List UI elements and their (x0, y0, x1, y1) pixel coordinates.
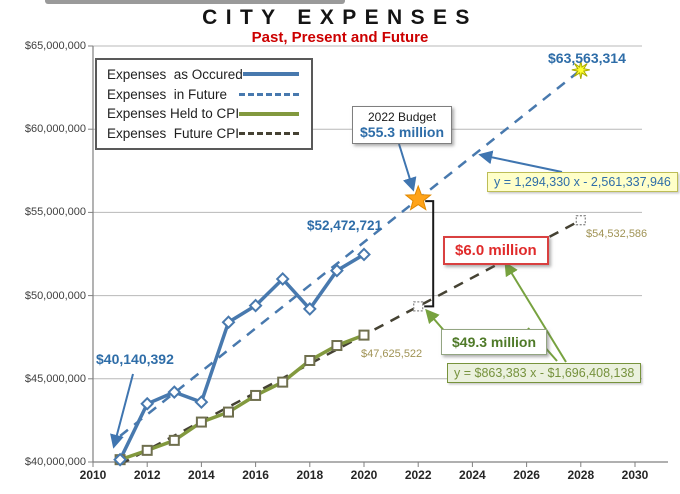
legend: Expenses as Occured Expenses in Future Exp… (95, 58, 313, 150)
y-axis-label: $60,000,000 (24, 123, 86, 136)
cpi-2020-label: $47,625,522 (361, 348, 423, 360)
legend-item-label: Expenses in Future (107, 86, 228, 102)
occured-2020-label: $52,472,721 (307, 218, 383, 233)
y-axis-label: $40,000,000 (24, 456, 86, 468)
x-axis-label: 2010 (79, 468, 107, 482)
chart-subtitle: Past, Present and Future (251, 29, 429, 46)
cpi-trend-equation: y = $863,383 x - $1,696,408,138 (447, 363, 642, 383)
y-axis-label: $45,000,000 (24, 372, 86, 385)
budget-callout-line2: $55.3 million (360, 124, 445, 140)
legend-line-sample (239, 132, 299, 136)
x-axis-label: 2022 (404, 468, 432, 482)
gap-callout-box: $6.0 million (443, 236, 549, 265)
x-axis-label: 2026 (513, 468, 540, 482)
legend-line-sample (242, 72, 299, 77)
legend-line-sample (239, 111, 299, 116)
start-value-label: $40,140,392 (96, 351, 174, 367)
legend-item-label: Expenses Held to CPI (107, 106, 240, 122)
legend-item: Expenses as Occured (107, 67, 303, 82)
chart-title: CITY EXPENSES (202, 6, 478, 29)
x-axis-label: 2012 (133, 468, 161, 482)
x-axis-label: 2028 (567, 468, 595, 482)
legend-item: Expenses in Future (107, 87, 303, 102)
window-edge-artifact (45, 0, 345, 4)
budget-callout-line1: 2022 Budget (367, 110, 437, 124)
y-axis-label: $55,000,000 (24, 206, 86, 219)
future-trend-equation: y = 1,294,330 x - 2,561,337,946 (487, 172, 678, 192)
cpi-2022-callout-box: $49.3 million (441, 329, 548, 355)
future-2028-label: $63,563,314 (548, 50, 626, 66)
x-axis-label: 2014 (188, 468, 215, 482)
y-axis-label: $50,000,000 (24, 289, 86, 302)
x-axis-label: 2020 (350, 468, 378, 482)
x-axis-label: 2024 (459, 468, 486, 482)
x-axis-label: 2030 (621, 468, 649, 482)
legend-item: Expenses Held to CPI (107, 106, 303, 121)
legend-item-label: Expenses Future CPI (107, 126, 240, 142)
legend-line-sample (239, 92, 299, 96)
x-axis-label: 2016 (242, 468, 269, 482)
legend-item-label: Expenses as Occured (107, 66, 243, 82)
legend-item: Expenses Future CPI (107, 126, 303, 141)
y-axis-label: $65,000,000 (24, 40, 86, 52)
cpi-2028-label: $54,532,586 (586, 228, 648, 240)
x-axis-label: 2018 (296, 468, 324, 482)
budget-callout-box: 2022 Budget $55.3 million (352, 106, 453, 144)
